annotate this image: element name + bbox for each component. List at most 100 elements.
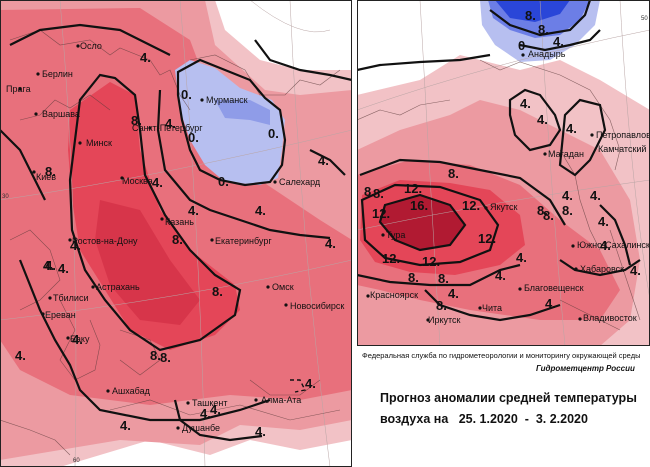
city-marker [91, 285, 95, 289]
city-label: Берлин [42, 69, 73, 79]
edge-tick-60: 60 [73, 458, 80, 464]
city-label: Новосибирск [290, 301, 344, 311]
isotherm-label: 8. [543, 208, 554, 223]
isotherm-label: 4. [553, 34, 564, 49]
city-marker [78, 141, 82, 145]
city-label: Осло [80, 41, 102, 51]
isotherm-label: 12. [478, 231, 496, 246]
city-marker [76, 44, 80, 48]
city-marker [41, 312, 45, 316]
isotherm-label: 12. [382, 251, 400, 266]
isotherm-label: 0. [181, 87, 192, 102]
right-anomaly-deep-red [380, 195, 465, 250]
isotherm-label: 4. [495, 268, 506, 283]
city-marker [484, 206, 488, 210]
city-label: Киев [36, 172, 56, 182]
city-label: Астрахань [96, 282, 140, 292]
isotherm-label: 12. [404, 181, 422, 196]
isotherm-label: 16. [410, 198, 428, 213]
city-label: Благовещенск [524, 283, 584, 293]
isotherm-label: 4. [165, 116, 176, 131]
city-marker [200, 98, 204, 102]
city-label: Якутск [490, 202, 518, 212]
isotherm-label: 0 [518, 38, 525, 53]
city-marker [273, 180, 277, 184]
isotherm-label: 4. [630, 263, 641, 278]
left-anomaly-blue [175, 60, 285, 185]
isotherm-label: 4. [598, 214, 609, 229]
city-label: Минск [86, 138, 112, 148]
city-marker [120, 176, 124, 180]
isotherm-label: 4. [305, 376, 316, 391]
isotherm-label: 12. [372, 206, 390, 221]
city-marker [186, 401, 190, 405]
isotherm-label: 8. [525, 8, 536, 23]
edge-tick-50: 50 [641, 16, 648, 22]
isotherm-label: 4. [152, 175, 163, 190]
city-marker [426, 318, 430, 322]
isotherm-label: 8. [160, 350, 171, 365]
isotherm-label: 4. [140, 50, 151, 65]
city-label: Хабаровск [580, 264, 624, 274]
isotherm-label: 4. [15, 348, 26, 363]
isotherm-label: 4. [120, 418, 131, 433]
city-label: Ростов-на-Дону [72, 236, 138, 246]
city-marker [571, 244, 575, 248]
city-label: Анадырь [528, 49, 566, 59]
isotherm-label: 4. [43, 258, 54, 273]
isotherm-label: 8. [562, 203, 573, 218]
isotherm-label: 4. [520, 96, 531, 111]
city-label: Алма-Ата [261, 395, 301, 405]
city-marker [36, 72, 40, 76]
city-marker [381, 233, 385, 237]
forecast-title-line1: Прогноз аномалии средней температуры [380, 391, 637, 405]
isotherm-label: 8. [212, 284, 223, 299]
city-label: Петропавловск [596, 130, 650, 140]
isotherm-label: 8. [538, 22, 549, 37]
caption-block: Федеральная служба по гидрометеорологии … [357, 346, 650, 467]
city-label: Чита [482, 303, 502, 313]
isotherm-label: 4. [325, 236, 336, 251]
isotherm-label: 12. [462, 198, 480, 213]
city-label: Владивосток [583, 313, 637, 323]
isotherm-label: 4. [210, 402, 221, 417]
city-marker [254, 398, 258, 402]
isotherm-label: 4. [45, 258, 56, 273]
isotherm-label: 4. [188, 203, 199, 218]
city-label: Душанбе [182, 423, 220, 433]
city-label: Южно-Сахалинск [577, 240, 650, 250]
city-label: Красноярск [370, 290, 418, 300]
city-label: Камчатский [598, 144, 646, 154]
right-isotherm-labels: 8.8.4.04.4.4.4.4.4.8. 12.8.8.16.12.12.12.… [364, 8, 641, 313]
left-anomaly-blue-2 [215, 100, 270, 125]
city-marker [106, 389, 110, 393]
city-marker [18, 87, 22, 91]
city-marker [32, 170, 36, 174]
center-name: Гидрометцентр России [536, 364, 635, 373]
left-isotherm-labels: 4.0.0. 0.0.8.8.4.4.4. 4.8.8.4.4.8.8.4.4.4.… [15, 50, 336, 439]
isotherm-label: 8. [131, 113, 142, 128]
city-label: Ташкент [192, 398, 227, 408]
edge-tick-30: 30 [2, 194, 9, 200]
city-marker [518, 287, 522, 291]
agency-name: Федеральная служба по гидрометеорологии … [362, 351, 640, 360]
isotherm-label: 0. [218, 174, 229, 189]
city-marker [578, 317, 582, 321]
city-label: Мурманск [206, 95, 248, 105]
isotherm-label: 8. [448, 166, 459, 181]
city-label: Прага [6, 84, 31, 94]
isotherm-label: 8. [537, 203, 548, 218]
city-label: Санкт-Петербург [132, 123, 203, 133]
city-label: Иркутск [428, 315, 461, 325]
city-marker [66, 336, 70, 340]
isotherm-label: 4. [566, 121, 577, 136]
isotherm-label: 4. [255, 203, 266, 218]
isotherm-label: 4. [318, 153, 329, 168]
city-marker [160, 217, 164, 221]
left-graticule [0, 0, 352, 467]
left-anomaly-red-2 [95, 200, 200, 325]
isotherm-label: 4. [516, 250, 527, 265]
left-isotherms [0, 23, 352, 442]
city-marker [478, 306, 482, 310]
city-marker [366, 294, 370, 298]
